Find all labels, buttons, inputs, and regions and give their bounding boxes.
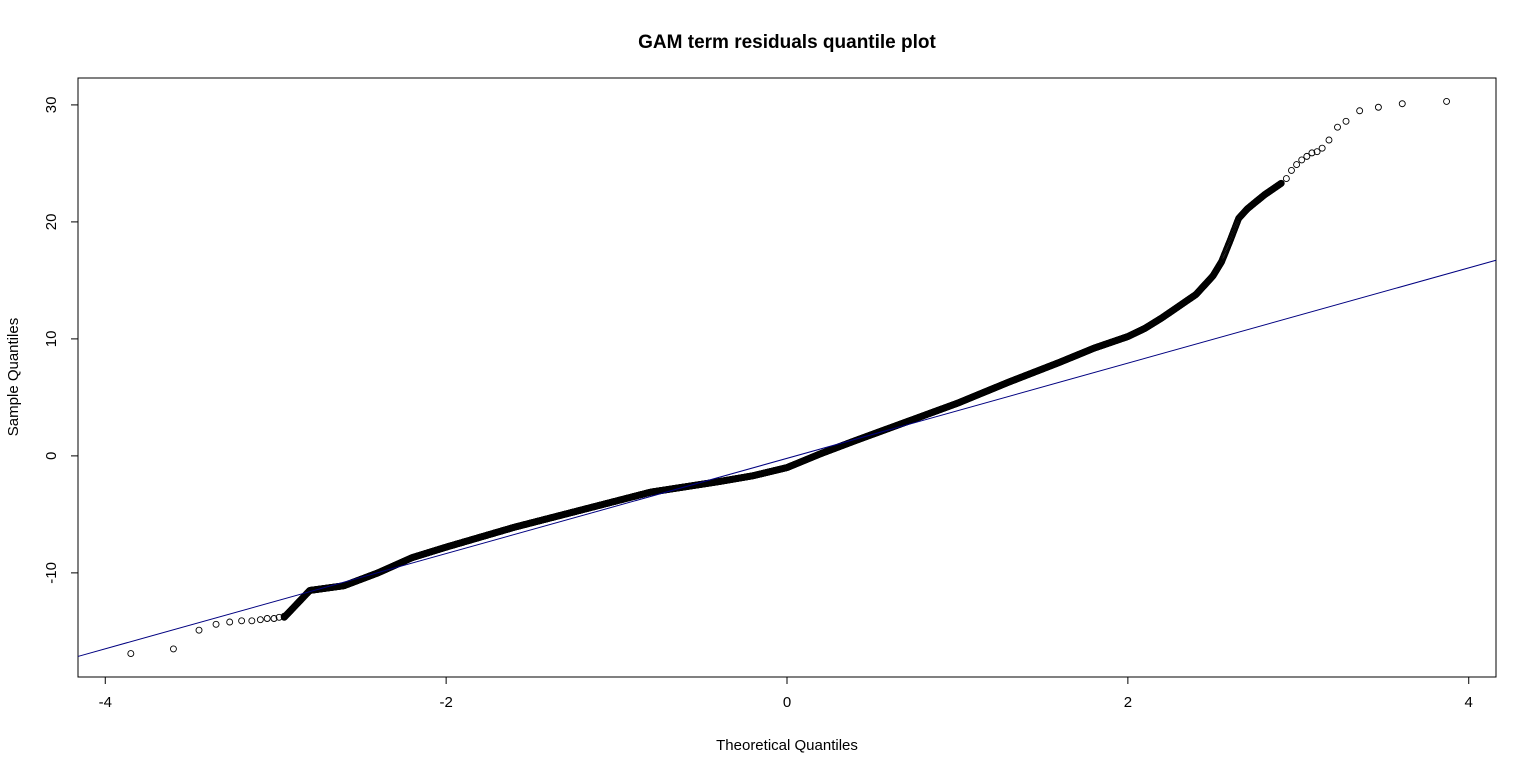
data-points xyxy=(127,97,1451,658)
data-point xyxy=(263,615,271,622)
y-tick-label: -10 xyxy=(43,562,60,584)
data-point xyxy=(169,645,177,653)
data-point xyxy=(1298,156,1306,164)
data-point xyxy=(127,650,135,658)
data-point xyxy=(1308,149,1316,157)
data-point xyxy=(1282,175,1290,183)
reference-line-group xyxy=(77,259,1497,657)
data-point xyxy=(1356,107,1364,115)
y-axis-label: Sample Quantiles xyxy=(5,318,22,436)
data-point xyxy=(1277,179,1285,187)
plot-frame xyxy=(77,77,1497,678)
data-point xyxy=(195,626,203,634)
data-point xyxy=(1318,144,1326,152)
x-tick-label: 4 xyxy=(1465,694,1473,711)
data-point xyxy=(212,620,220,628)
chart-title: GAM term residuals quantile plot xyxy=(638,32,936,53)
data-point xyxy=(280,612,288,620)
x-tick-label: 0 xyxy=(783,694,791,711)
data-point xyxy=(248,617,256,625)
y-tick-label: 0 xyxy=(43,452,60,460)
y-tick-label: 10 xyxy=(43,331,60,348)
y-tick-label: 30 xyxy=(43,97,60,114)
x-tick-label: -2 xyxy=(439,694,452,711)
data-point xyxy=(1398,100,1406,108)
x-tick-label: -4 xyxy=(99,694,112,711)
x-axis-label: Theoretical Quantiles xyxy=(716,737,858,754)
data-point xyxy=(1325,136,1333,144)
data-point xyxy=(1303,152,1311,160)
y-tick-label: 20 xyxy=(43,214,60,231)
data-point xyxy=(1334,123,1341,131)
data-point xyxy=(238,617,246,625)
data-point xyxy=(1313,148,1321,156)
data-point xyxy=(1288,166,1295,174)
data-point xyxy=(1342,117,1350,125)
reference-line xyxy=(77,259,1497,657)
x-tick-label: 2 xyxy=(1124,694,1132,711)
axis-ticks: -4 -2 0 2 4 -10 0 10 20 30 xyxy=(43,97,1473,711)
data-point xyxy=(1374,103,1382,111)
data-point xyxy=(1293,161,1301,169)
data-point xyxy=(256,616,264,624)
data-point xyxy=(1443,97,1451,105)
data-point xyxy=(275,613,283,621)
data-point xyxy=(226,618,234,626)
data-point xyxy=(270,615,278,622)
